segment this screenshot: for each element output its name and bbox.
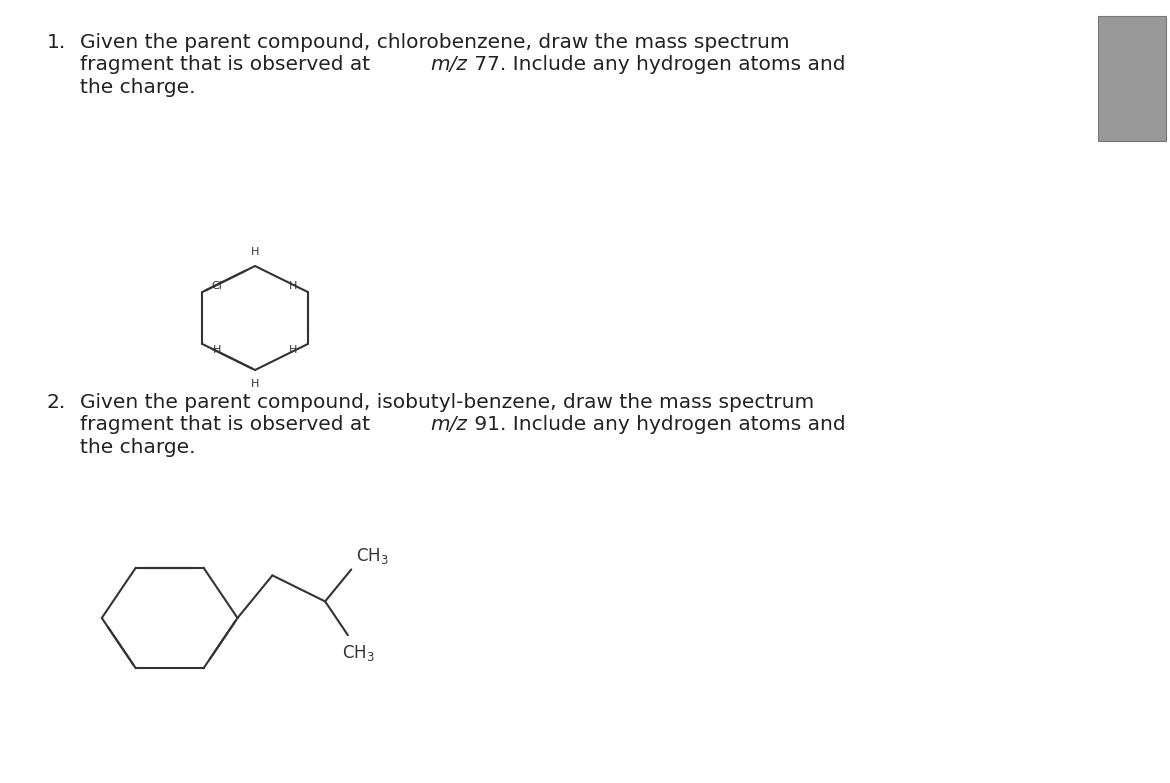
Text: H: H [289, 281, 297, 291]
Text: CH$_3$: CH$_3$ [356, 547, 388, 566]
Text: CH$_3$: CH$_3$ [342, 643, 374, 663]
Text: Given the parent compound, isobutyl-benzene, draw the mass spectrum: Given the parent compound, isobutyl-benz… [80, 393, 814, 412]
Text: H: H [289, 345, 297, 355]
Text: fragment that is observed at: fragment that is observed at [80, 416, 376, 435]
Text: 2.: 2. [47, 393, 66, 412]
Text: 91. Include any hydrogen atoms and: 91. Include any hydrogen atoms and [468, 416, 846, 435]
Text: m/z: m/z [431, 56, 467, 74]
Text: H: H [250, 379, 260, 389]
Bar [1097, 16, 1166, 141]
Text: fragment that is observed at: fragment that is observed at [80, 56, 376, 74]
Text: 77. Include any hydrogen atoms and: 77. Include any hydrogen atoms and [468, 56, 846, 74]
Text: the charge.: the charge. [80, 438, 195, 457]
Text: Given the parent compound, chlorobenzene, draw the mass spectrum: Given the parent compound, chlorobenzene… [80, 33, 790, 52]
Text: the charge.: the charge. [80, 78, 195, 97]
Text: H: H [213, 345, 221, 355]
Text: H: H [250, 247, 260, 257]
Text: Cl: Cl [212, 281, 222, 291]
Text: m/z: m/z [431, 416, 467, 435]
Text: 1.: 1. [47, 33, 66, 52]
